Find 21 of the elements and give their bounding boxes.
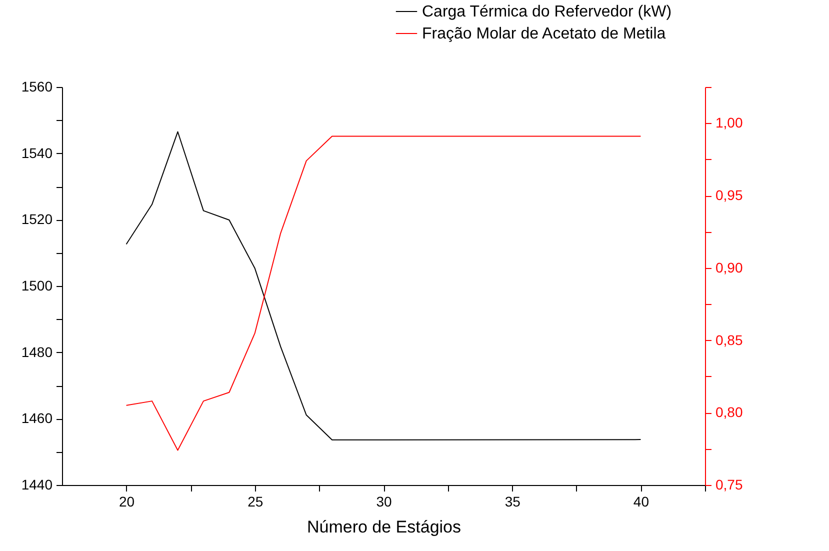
x-axis-title: Número de Estágios [306, 518, 462, 536]
legend-label: Fração Molar de Acetato de Metila [422, 26, 666, 42]
y-tick-label: 1500 [21, 278, 53, 294]
x-tick-label: 40 [633, 494, 650, 510]
y-tick-label: 1460 [21, 410, 53, 426]
y2-tick-label: 0,80 [716, 404, 743, 420]
y2-tick-label: 0,90 [716, 259, 743, 276]
y-tick-label: 1480 [21, 344, 53, 360]
y-tick-label: 1540 [21, 144, 53, 161]
x-tick-label: 35 [504, 494, 521, 510]
x-tick-label: 30 [376, 494, 392, 510]
y2-tick-label: 0,95 [716, 187, 743, 204]
x-tick-label: 25 [248, 494, 264, 510]
y-tick-label: 1520 [21, 211, 53, 228]
y2-tick-label: 0,85 [716, 332, 743, 348]
y-tick-label: 1440 [21, 476, 53, 492]
y2-tick-label: 1,00 [716, 114, 743, 131]
x-tick-label: 20 [119, 494, 135, 510]
y2-tick-label: 0,75 [716, 476, 743, 492]
legend-label: Carga Térmica do Refervedor (kW) [422, 4, 672, 20]
y-tick-label: 1560 [21, 78, 53, 94]
